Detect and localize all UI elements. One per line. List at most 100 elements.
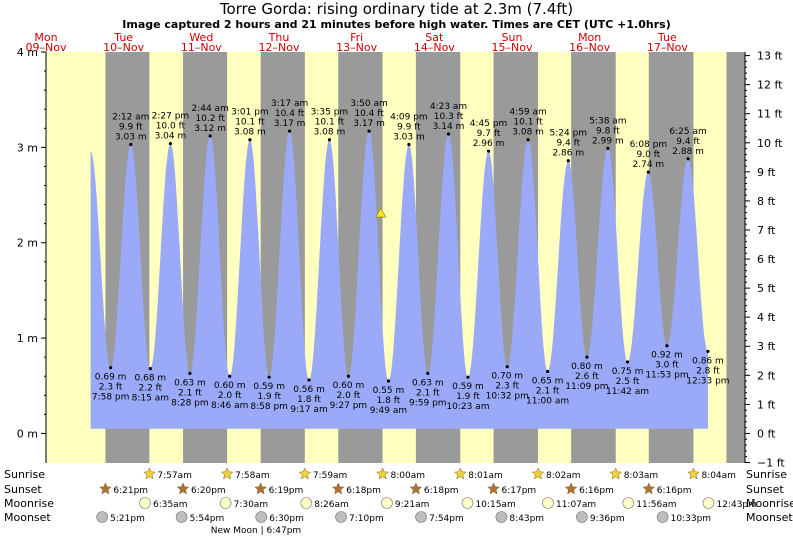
low-tide-ft: 1.9 ft: [257, 392, 281, 402]
moonset-time: 10:33pm: [671, 514, 711, 524]
high-tide-ft: 10.3 ft: [434, 112, 464, 122]
low-tide-ft: 2.6 ft: [575, 372, 599, 382]
moonset-row-label-right: Moonset: [746, 511, 793, 524]
low-tide-dot: [386, 379, 391, 383]
high-tide-time: 4:09 pm: [390, 112, 428, 122]
chart-subtitle: Image captured 2 hours and 21 minutes be…: [122, 18, 671, 31]
tide-area: [90, 131, 708, 429]
low-tide-time: 10:32 pm: [486, 392, 529, 402]
sunset-icon: [409, 482, 423, 495]
low-tide-dot: [228, 374, 232, 378]
low-tide-ft: 3.0 ft: [655, 361, 679, 371]
high-tide-m: 3.03 m: [393, 132, 425, 142]
high-tide-ft: 9.7 ft: [477, 129, 501, 139]
high-tide-time: 3:35 pm: [311, 108, 349, 118]
high-tide-m: 3.04 m: [155, 132, 187, 142]
high-tide-ft: 9.9 ft: [119, 122, 143, 132]
high-tide-time: 2:12 am: [112, 112, 149, 122]
high-tide-dot: [566, 159, 570, 163]
day-headers: Mon09–NovTue10–NovWed11–NovThu12–NovFri1…: [26, 31, 689, 54]
low-tide-time: 12:33 pm: [686, 376, 729, 386]
low-tide-time: 8:58 pm: [250, 402, 288, 412]
high-tide-m: 2.74 m: [633, 160, 665, 170]
sunset-time: 6:16pm: [657, 486, 692, 496]
moonset-time: 9:36pm: [590, 514, 625, 524]
right-tick-label: 6 ft: [757, 253, 776, 266]
left-tick-label: 1 m: [17, 332, 38, 345]
tide-curve: [90, 131, 708, 429]
high-tide-m: 2.96 m: [473, 139, 505, 149]
high-tide-m: 3.08 m: [314, 128, 346, 138]
low-tide-time: 9:49 am: [370, 406, 407, 416]
moonrise-icon: [219, 497, 232, 509]
low-tide-m: 0.68 m: [135, 374, 167, 384]
moonset-icon: [175, 511, 188, 523]
day-name: Fri: [350, 31, 363, 44]
high-tide-m: 2.86 m: [552, 149, 584, 159]
low-tide-ft: 2.2 ft: [139, 384, 163, 394]
extreme-labels: 0.69 m2.3 ft7:58 pm2:12 am9.9 ft3.03 m0.…: [92, 99, 730, 416]
high-tide-ft: 9.8 ft: [596, 126, 620, 136]
moonrise-icon: [139, 497, 151, 509]
high-tide-time: 6:25 am: [669, 127, 706, 137]
low-tide-time: 9:17 am: [290, 405, 327, 415]
sunset-icon: [487, 482, 500, 495]
moonrise-icon: [542, 497, 554, 509]
right-tick-label: 5 ft: [757, 282, 776, 295]
sunset-icon: [331, 482, 345, 495]
low-tide-ft: 2.0 ft: [218, 391, 242, 401]
high-tide-time: 3:50 am: [350, 99, 387, 109]
high-tide-ft: 10.1 ft: [315, 118, 345, 128]
day-date: 15–Nov: [492, 41, 533, 54]
low-tide-m: 0.86 m: [692, 356, 724, 366]
high-tide-m: 3.08 m: [512, 128, 544, 138]
low-tide-ft: 2.1 ft: [416, 388, 440, 398]
sunset-time: 6:18pm: [424, 486, 459, 496]
moonset-icon: [335, 511, 347, 523]
low-tide-dot: [625, 360, 630, 364]
moonrise-time: 6:35am: [153, 500, 188, 510]
sunrise-icon: [220, 467, 234, 480]
high-tide-ft: 10.0 ft: [156, 122, 186, 132]
sunrise-time: 7:58am: [235, 471, 270, 481]
moonrise-icon: [300, 497, 313, 509]
sunset-row-label-left: Sunset: [4, 483, 42, 496]
high-tide-dot: [686, 157, 690, 161]
sunrise-time: 7:59am: [313, 471, 348, 481]
night-band: [726, 52, 745, 463]
new-moon-label: New Moon | 6:47pm: [211, 526, 301, 536]
low-tide-m: 0.60 m: [333, 381, 365, 391]
day-date: 10–Nov: [103, 41, 144, 54]
right-tick-label: 13 ft: [757, 50, 783, 63]
right-tick-label: 8 ft: [757, 195, 776, 208]
low-tide-dot: [148, 366, 152, 371]
sunrise-icon: [609, 467, 623, 480]
day-name: Mon: [34, 31, 57, 44]
sunrise-time: 7:57am: [157, 471, 192, 481]
high-tide-dot: [646, 170, 650, 174]
right-tick-label: −1 ft: [757, 457, 785, 470]
right-tick-label: 4 ft: [757, 311, 776, 324]
moonrise-time: 11:07am: [556, 500, 596, 510]
high-tide-dot: [327, 138, 332, 142]
high-tide-dot: [367, 129, 371, 133]
low-tide-dot: [545, 369, 550, 374]
high-tide-time: 2:27 pm: [152, 112, 190, 122]
moonset-time: 8:43pm: [509, 514, 544, 524]
sunset-time: 6:21pm: [113, 486, 148, 496]
low-tide-ft: 1.8 ft: [377, 396, 401, 406]
sunrise-icon: [453, 467, 467, 480]
low-tide-time: 9:59 pm: [409, 398, 447, 408]
low-tide-ft: 2.5 ft: [616, 377, 640, 387]
low-tide-m: 0.55 m: [373, 386, 405, 396]
right-tick-label: 1 ft: [757, 398, 776, 411]
chart-title: Torre Gorda: rising ordinary tide at 2.3…: [219, 0, 574, 18]
low-tide-time: 10:23 am: [446, 402, 489, 412]
high-tide-time: 4:59 am: [509, 108, 546, 118]
high-tide-m: 3.12 m: [194, 124, 226, 134]
low-tide-dot: [426, 371, 430, 375]
low-tide-dot: [109, 366, 113, 370]
day-name: Mon: [578, 31, 601, 44]
low-tide-m: 0.92 m: [651, 351, 683, 361]
low-tide-ft: 2.3 ft: [99, 383, 123, 393]
